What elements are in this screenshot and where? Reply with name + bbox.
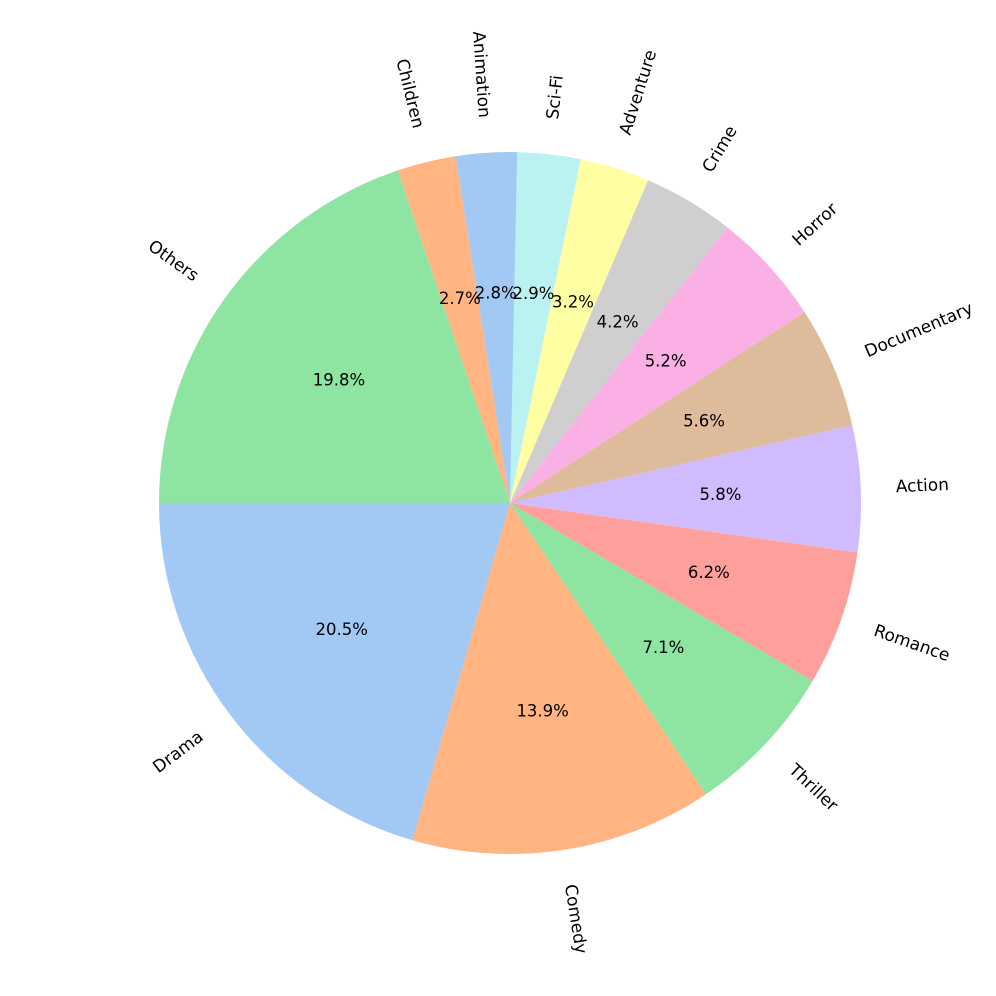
pct-label-action: 5.8%	[699, 485, 741, 504]
pie-slice-others	[159, 170, 510, 503]
category-label-crime: Crime	[699, 122, 742, 176]
category-label-children: Children	[391, 57, 427, 130]
pie-slice-thriller	[510, 503, 813, 795]
pie-slices	[159, 151, 862, 855]
category-label-others: Others	[144, 236, 202, 286]
pct-label-horror: 5.2%	[645, 352, 687, 371]
category-label-action: Action	[895, 475, 949, 497]
category-label-adventure: Adventure	[616, 48, 661, 138]
pie-slice-action	[510, 425, 862, 553]
pct-label-thriller: 7.1%	[642, 638, 684, 657]
pie-slice-crime	[510, 180, 728, 503]
pct-label-comedy: 13.9%	[516, 702, 568, 721]
pie-slice-drama	[159, 503, 510, 841]
pct-label-drama: 20.5%	[315, 620, 367, 639]
pie-slice-romance	[510, 503, 858, 681]
category-label-animation: Animation	[468, 31, 494, 119]
pie-slice-children	[397, 156, 510, 504]
category-label-sci-fi: Sci-Fi	[543, 74, 568, 120]
category-label-documentary: Documentary	[862, 299, 976, 362]
category-label-drama: Drama	[149, 727, 207, 778]
category-label-thriller: Thriller	[784, 760, 842, 816]
pct-label-animation: 2.8%	[475, 283, 517, 302]
category-label-horror: Horror	[789, 199, 842, 250]
pie-slice-comedy	[412, 503, 707, 855]
category-label-comedy: Comedy	[560, 883, 591, 955]
pie-slice-animation	[455, 151, 518, 503]
pct-label-documentary: 5.6%	[683, 412, 725, 431]
pie-slice-sci-fi	[510, 152, 581, 503]
pct-label-crime: 4.2%	[597, 312, 639, 331]
pct-label-romance: 6.2%	[688, 563, 730, 582]
percentage-labels: 20.5%13.9%7.1%6.2%5.8%5.6%5.2%4.2%3.2%2.…	[313, 283, 742, 720]
pie-slice-horror	[510, 227, 805, 503]
pie-slice-adventure	[510, 159, 649, 503]
pct-label-children: 2.7%	[439, 289, 481, 308]
pct-label-adventure: 3.2%	[552, 293, 594, 312]
pie-slice-documentary	[510, 311, 853, 503]
category-label-romance: Romance	[871, 621, 952, 666]
pct-label-sci-fi: 2.9%	[512, 284, 554, 303]
pct-label-others: 19.8%	[313, 371, 365, 390]
